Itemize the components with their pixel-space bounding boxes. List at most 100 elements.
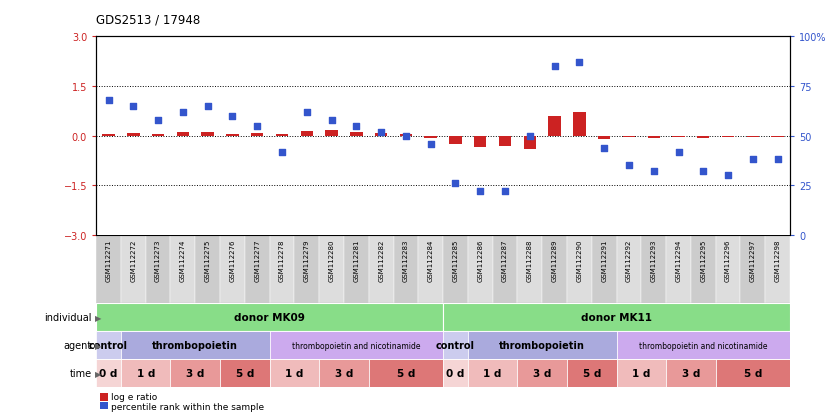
- Text: percentile rank within the sample: percentile rank within the sample: [111, 402, 264, 411]
- Point: [126, 103, 140, 110]
- Point: [400, 133, 413, 140]
- Bar: [443, 359, 468, 387]
- Bar: [121, 235, 145, 304]
- Text: individual: individual: [44, 313, 92, 323]
- Bar: [741, 235, 765, 304]
- Text: 5 d: 5 d: [236, 368, 254, 378]
- Bar: [269, 331, 443, 359]
- Text: GSM112289: GSM112289: [552, 239, 558, 281]
- Bar: [369, 235, 394, 304]
- Bar: [196, 235, 220, 304]
- Text: ▶: ▶: [95, 369, 102, 378]
- Bar: [269, 359, 319, 387]
- Point: [473, 188, 487, 195]
- Text: 5 d: 5 d: [583, 368, 601, 378]
- Text: 3 d: 3 d: [186, 368, 205, 378]
- Bar: [517, 359, 567, 387]
- Bar: [269, 235, 294, 304]
- Text: GSM112290: GSM112290: [576, 239, 583, 281]
- Text: thrombopoietin and nicotinamide: thrombopoietin and nicotinamide: [639, 341, 767, 350]
- Text: GSM112275: GSM112275: [205, 239, 211, 281]
- Bar: [443, 331, 468, 359]
- Text: GSM112284: GSM112284: [428, 239, 434, 281]
- Bar: [474, 136, 487, 148]
- Bar: [325, 131, 338, 136]
- Bar: [543, 235, 567, 304]
- Bar: [623, 136, 635, 138]
- Bar: [425, 136, 437, 139]
- Text: control: control: [436, 340, 475, 350]
- Text: GDS2513 / 17948: GDS2513 / 17948: [96, 14, 201, 27]
- Text: 5 d: 5 d: [397, 368, 415, 378]
- Bar: [598, 136, 610, 140]
- Text: log e ratio: log e ratio: [111, 392, 158, 401]
- Bar: [251, 134, 263, 136]
- Point: [102, 97, 115, 104]
- Text: 3 d: 3 d: [334, 368, 353, 378]
- Bar: [121, 331, 269, 359]
- Text: 0 d: 0 d: [99, 368, 118, 378]
- Bar: [171, 359, 220, 387]
- Text: GSM112285: GSM112285: [452, 239, 458, 281]
- Bar: [648, 136, 660, 139]
- Bar: [772, 136, 784, 138]
- Point: [325, 117, 339, 124]
- Point: [151, 117, 165, 124]
- Text: GSM112281: GSM112281: [354, 239, 359, 281]
- Point: [573, 59, 586, 66]
- Text: GSM112282: GSM112282: [378, 239, 384, 281]
- Bar: [691, 235, 716, 304]
- Text: 1 d: 1 d: [136, 368, 155, 378]
- Bar: [394, 235, 418, 304]
- Bar: [548, 116, 561, 136]
- Text: donor MK09: donor MK09: [234, 313, 305, 323]
- Point: [251, 123, 264, 130]
- Bar: [245, 235, 269, 304]
- Bar: [567, 359, 616, 387]
- Point: [548, 64, 561, 70]
- Bar: [641, 235, 666, 304]
- Text: GSM112274: GSM112274: [180, 239, 186, 281]
- Bar: [102, 135, 115, 136]
- Text: 3 d: 3 d: [681, 368, 700, 378]
- Bar: [443, 304, 790, 331]
- Point: [747, 157, 760, 164]
- Text: GSM112279: GSM112279: [303, 239, 310, 281]
- Point: [696, 169, 710, 175]
- Text: agent: agent: [64, 340, 92, 350]
- Point: [226, 113, 239, 120]
- Bar: [747, 136, 759, 138]
- Text: 3 d: 3 d: [533, 368, 552, 378]
- Text: GSM112297: GSM112297: [750, 239, 756, 281]
- Point: [598, 145, 611, 152]
- Bar: [121, 359, 171, 387]
- Bar: [375, 134, 387, 136]
- Bar: [171, 235, 196, 304]
- Bar: [672, 136, 685, 138]
- Text: 1 d: 1 d: [632, 368, 650, 378]
- Point: [424, 141, 437, 147]
- Bar: [201, 133, 214, 136]
- Text: GSM112292: GSM112292: [626, 239, 632, 281]
- Bar: [96, 331, 121, 359]
- Text: GSM112278: GSM112278: [279, 239, 285, 281]
- Bar: [127, 134, 140, 136]
- Text: 1 d: 1 d: [483, 368, 502, 378]
- Bar: [523, 136, 536, 150]
- Text: GSM112295: GSM112295: [701, 239, 706, 281]
- Point: [275, 149, 288, 155]
- Point: [201, 103, 214, 110]
- Bar: [765, 235, 790, 304]
- Point: [647, 169, 660, 175]
- Bar: [443, 235, 468, 304]
- Text: time: time: [70, 368, 92, 378]
- Bar: [227, 135, 238, 136]
- Bar: [220, 359, 269, 387]
- Text: GSM112283: GSM112283: [403, 239, 409, 281]
- Point: [176, 109, 190, 116]
- Bar: [616, 331, 790, 359]
- Bar: [721, 136, 734, 138]
- Point: [771, 157, 784, 164]
- Bar: [499, 136, 512, 146]
- Text: GSM112291: GSM112291: [601, 239, 607, 281]
